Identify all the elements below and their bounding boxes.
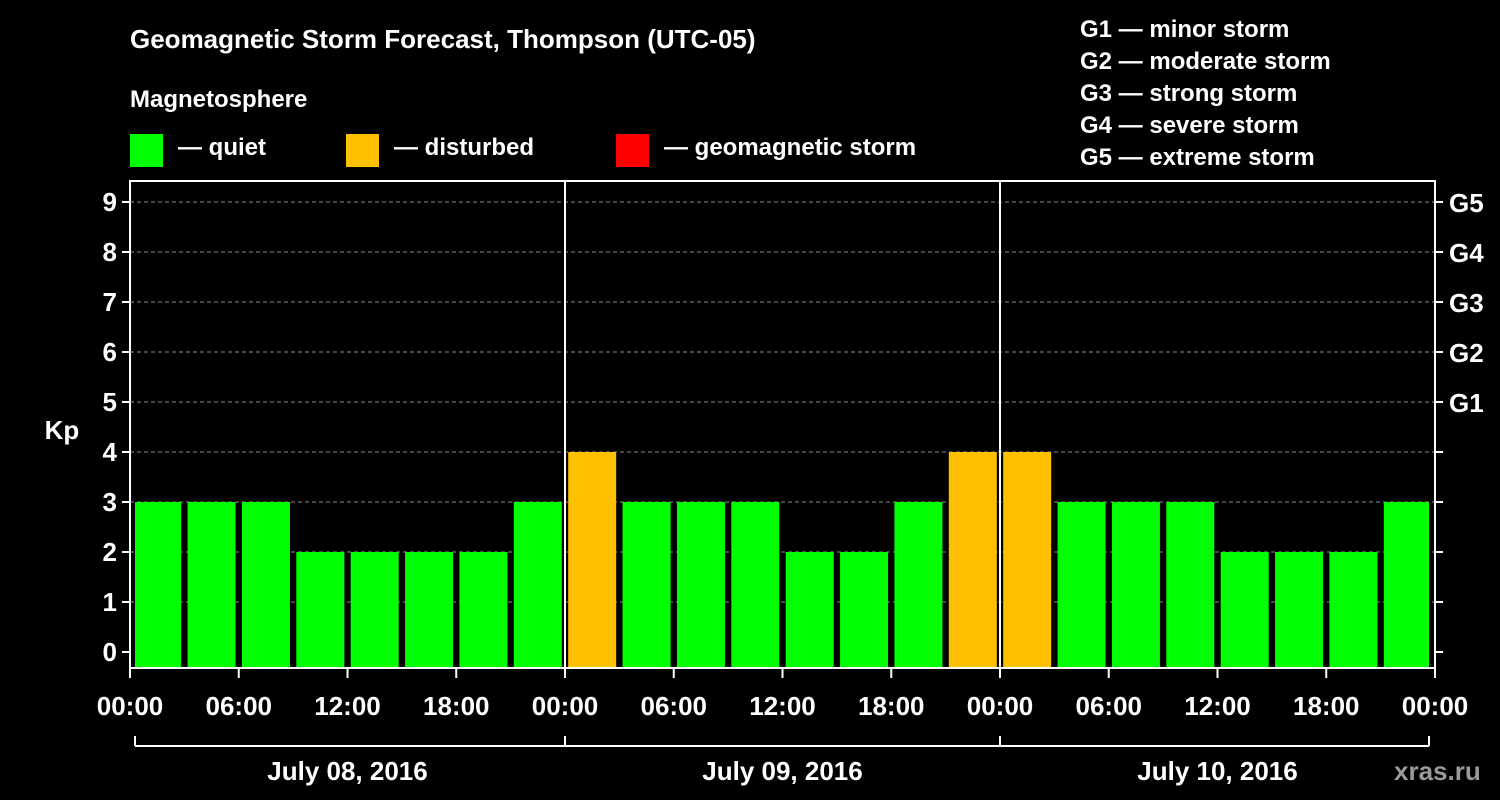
g-scale-g1: G1 — minor storm bbox=[1080, 16, 1290, 43]
g-scale-g2: G2 — moderate storm bbox=[1080, 48, 1331, 75]
kp-bar bbox=[405, 552, 454, 668]
kp-bar bbox=[622, 502, 671, 668]
x-tick-label: 12:00 bbox=[314, 691, 381, 721]
day-label: July 08, 2016 bbox=[267, 756, 427, 786]
x-tick-label: 06:00 bbox=[641, 691, 708, 721]
kp-bar bbox=[241, 502, 290, 668]
kp-bar bbox=[459, 552, 508, 668]
kp-bar bbox=[840, 552, 889, 668]
day-label: July 09, 2016 bbox=[702, 756, 862, 786]
legend-swatch-storm bbox=[616, 134, 649, 167]
kp-bar bbox=[513, 502, 562, 668]
watermark: xras.ru bbox=[1394, 756, 1481, 786]
kp-bar bbox=[1383, 502, 1429, 668]
x-tick-label: 18:00 bbox=[1293, 691, 1360, 721]
x-tick-label: 00:00 bbox=[532, 691, 599, 721]
x-tick-label: 00:00 bbox=[967, 691, 1034, 721]
g-scale-g3: G3 — strong storm bbox=[1080, 80, 1298, 107]
kp-bar bbox=[1166, 502, 1215, 668]
kp-bar bbox=[1111, 502, 1160, 668]
y-tick-label: 1 bbox=[103, 587, 117, 617]
g-scale-g4: G4 — severe storm bbox=[1080, 112, 1299, 139]
x-tick-label: 06:00 bbox=[1076, 691, 1143, 721]
kp-bar bbox=[785, 552, 834, 668]
y-tick-label: 2 bbox=[103, 537, 117, 567]
y-tick-label: 6 bbox=[103, 337, 117, 367]
kp-bar bbox=[350, 552, 399, 668]
legend-swatch-quiet bbox=[130, 134, 163, 167]
g-level-label: G2 bbox=[1449, 338, 1484, 368]
x-tick-label: 18:00 bbox=[423, 691, 490, 721]
g-scale-g5: G5 — extreme storm bbox=[1080, 144, 1315, 171]
x-tick-label: 06:00 bbox=[206, 691, 273, 721]
y-tick-label: 3 bbox=[103, 487, 117, 517]
kp-bar bbox=[731, 502, 780, 668]
kp-bar bbox=[1275, 552, 1324, 668]
x-tick-label: 00:00 bbox=[97, 691, 164, 721]
kp-bar bbox=[676, 502, 725, 668]
y-axis-label: Kp bbox=[45, 415, 80, 445]
kp-bar bbox=[187, 502, 236, 668]
day-label: July 10, 2016 bbox=[1137, 756, 1297, 786]
legend-label-quiet: — quiet bbox=[178, 134, 266, 161]
y-tick-label: 4 bbox=[103, 437, 118, 467]
legend-label-storm: — geomagnetic storm bbox=[664, 134, 917, 161]
legend-label-disturbed: — disturbed bbox=[394, 134, 535, 161]
y-tick-label: 9 bbox=[103, 187, 117, 217]
x-tick-label: 18:00 bbox=[858, 691, 925, 721]
legend-swatch-disturbed bbox=[346, 134, 379, 167]
x-tick-label: 12:00 bbox=[1184, 691, 1251, 721]
g-level-label: G1 bbox=[1449, 388, 1484, 418]
g-level-label: G4 bbox=[1449, 238, 1484, 268]
x-tick-label: 00:00 bbox=[1402, 691, 1469, 721]
kp-bar bbox=[135, 502, 182, 668]
kp-bar bbox=[1057, 502, 1106, 668]
g-level-label: G5 bbox=[1449, 188, 1484, 218]
y-tick-label: 8 bbox=[103, 237, 117, 267]
kp-bar bbox=[948, 452, 997, 668]
kp-bar bbox=[1003, 452, 1052, 668]
y-tick-label: 5 bbox=[103, 387, 117, 417]
legend-heading: Magnetosphere bbox=[130, 86, 308, 113]
g-level-label: G3 bbox=[1449, 288, 1484, 318]
x-tick-label: 12:00 bbox=[749, 691, 816, 721]
y-tick-label: 7 bbox=[103, 287, 117, 317]
kp-bar bbox=[296, 552, 345, 668]
kp-bar bbox=[894, 502, 943, 668]
kp-bar bbox=[1329, 552, 1378, 668]
kp-bar bbox=[1220, 552, 1269, 668]
y-tick-label: 0 bbox=[103, 637, 117, 667]
chart-title: Geomagnetic Storm Forecast, Thompson (UT… bbox=[130, 24, 756, 54]
kp-bar bbox=[568, 452, 617, 668]
